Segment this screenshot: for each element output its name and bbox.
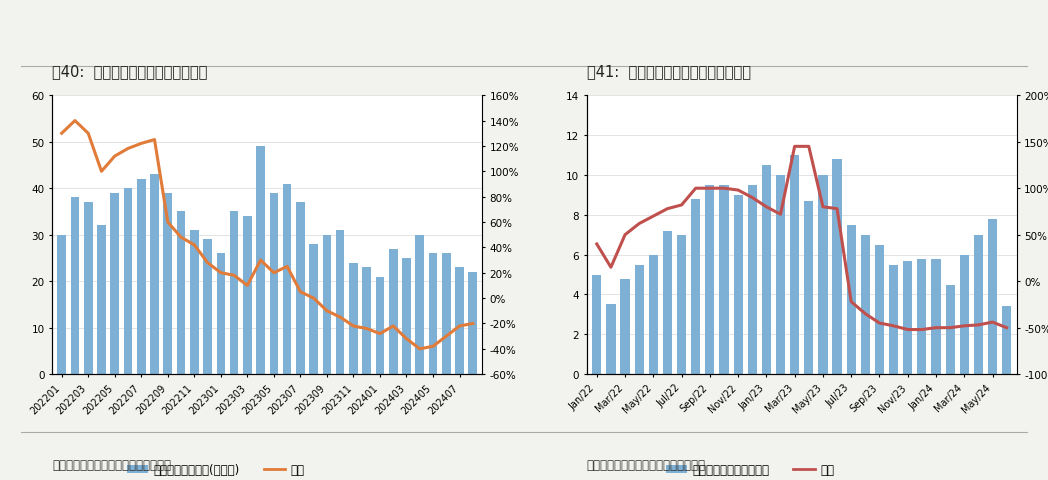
Bar [468, 272, 477, 374]
Bar [429, 254, 437, 374]
Bar [790, 156, 800, 374]
Bar [832, 160, 842, 374]
Bar [762, 166, 771, 374]
Bar [363, 268, 371, 374]
Text: 数据来源：海关总署，东吴证券研究所: 数据来源：海关总署，东吴证券研究所 [52, 458, 172, 471]
Bar [719, 185, 728, 374]
Bar [945, 285, 955, 374]
Bar [203, 240, 212, 374]
Bar [257, 147, 265, 374]
Bar [691, 199, 700, 374]
Bar [190, 230, 199, 374]
Bar [323, 235, 331, 374]
Bar [932, 259, 941, 374]
Bar [110, 193, 119, 374]
Bar [442, 254, 451, 374]
Bar [860, 235, 870, 374]
Bar [747, 185, 757, 374]
Text: 图40:  月度组件出口金额及同比增速: 图40: 月度组件出口金额及同比增速 [52, 64, 208, 79]
Bar [243, 216, 252, 374]
Bar [58, 235, 66, 374]
Text: 图41:  月度逆变器出口金额及同比增速: 图41: 月度逆变器出口金额及同比增速 [587, 64, 750, 79]
Bar [889, 265, 898, 374]
Bar [455, 268, 464, 374]
Bar [662, 231, 672, 374]
Text: 数据来源：海关总署，东吴证券研究所: 数据来源：海关总署，东吴证券研究所 [587, 458, 706, 471]
Bar [97, 226, 106, 374]
Bar [620, 279, 630, 374]
Bar [389, 249, 397, 374]
Bar [705, 185, 715, 374]
Bar [960, 255, 968, 374]
Bar [415, 235, 424, 374]
Bar [124, 189, 132, 374]
Bar [349, 263, 357, 374]
Bar [283, 184, 291, 374]
Legend: 月度组件出口金额(亿美元), 同比: 月度组件出口金额(亿美元), 同比 [122, 458, 309, 480]
Bar [177, 212, 185, 374]
Bar [903, 261, 913, 374]
Bar [217, 254, 225, 374]
Bar [875, 245, 885, 374]
Bar [776, 176, 785, 374]
Bar [150, 175, 159, 374]
Bar [163, 193, 172, 374]
Bar [269, 193, 278, 374]
Bar [649, 255, 658, 374]
Bar [297, 203, 305, 374]
Bar [974, 235, 983, 374]
Bar [607, 305, 615, 374]
Bar [988, 219, 997, 374]
Bar [734, 195, 743, 374]
Bar [230, 212, 238, 374]
Bar [677, 235, 686, 374]
Bar [375, 277, 385, 374]
Bar [335, 230, 345, 374]
Legend: 逆变器出口额（亿美元）, 同比: 逆变器出口额（亿美元）, 同比 [661, 458, 839, 480]
Bar [818, 176, 828, 374]
Bar [137, 180, 146, 374]
Bar [84, 203, 92, 374]
Bar [635, 265, 643, 374]
Bar [804, 202, 813, 374]
Bar [309, 244, 318, 374]
Bar [402, 258, 411, 374]
Bar [847, 225, 856, 374]
Bar [592, 275, 602, 374]
Bar [1002, 307, 1011, 374]
Bar [70, 198, 80, 374]
Bar [917, 259, 926, 374]
